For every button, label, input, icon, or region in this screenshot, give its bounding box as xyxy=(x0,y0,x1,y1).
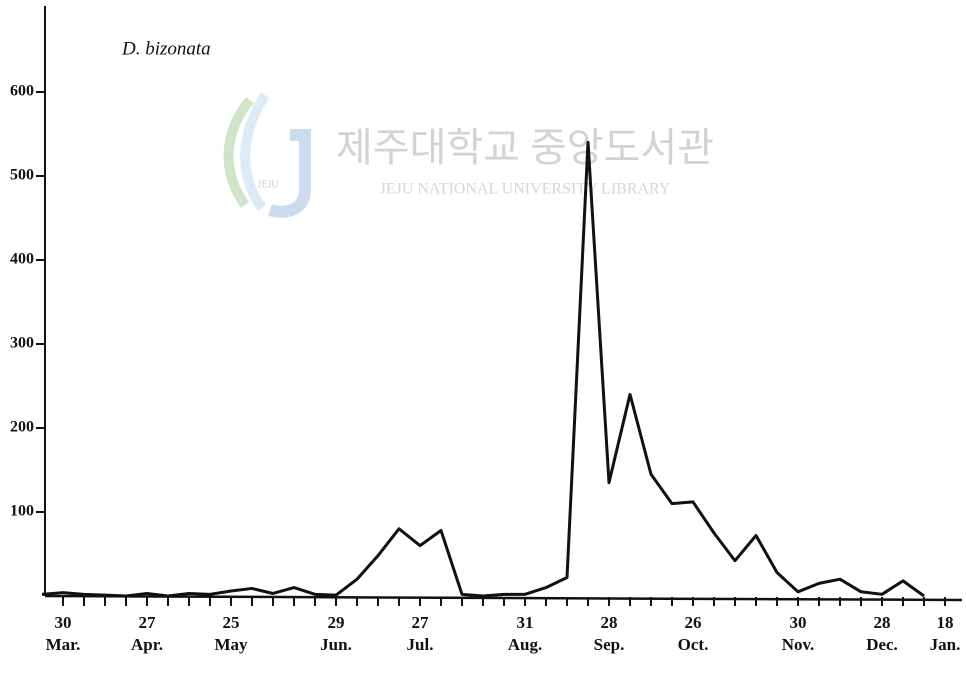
watermark-title: 제주대학교 중앙도서관 xyxy=(336,125,714,170)
y-tick-label: 400 xyxy=(10,251,34,268)
x-tick-label: 29 Jun. xyxy=(320,613,352,654)
data-line xyxy=(41,140,925,598)
x-tick-label: 28 Sep. xyxy=(593,613,625,654)
y-tick-label: 100 xyxy=(10,503,34,520)
y-tick-label: 300 xyxy=(10,335,34,352)
y-tick-label: 200 xyxy=(10,419,34,436)
x-tick-label: 27 Jul. xyxy=(406,613,434,654)
y-tick-label: 600 xyxy=(10,83,34,100)
x-tick-label: 28 Dec. xyxy=(866,613,898,654)
chart-title: D. bizonata xyxy=(121,38,211,59)
watermark-logo-text: JEJU xyxy=(257,179,279,190)
watermark-logo xyxy=(223,92,311,218)
x-tick-label: 30 Nov. xyxy=(781,613,815,654)
y-tick-label: 500 xyxy=(10,167,34,184)
x-tick-label: 25 May xyxy=(214,613,248,654)
x-tick-label: 27 Apr. xyxy=(131,613,163,654)
x-tick-label: 26 Oct. xyxy=(677,613,709,654)
x-tick-label: 18 Jan. xyxy=(929,613,961,654)
x-tick-label: 30 Mar. xyxy=(45,613,81,654)
watermark-subtitle: JEJU NATIONAL UNIVERSITY LIBRARY xyxy=(380,181,671,198)
x-tick-label: 31 Aug. xyxy=(507,613,543,654)
